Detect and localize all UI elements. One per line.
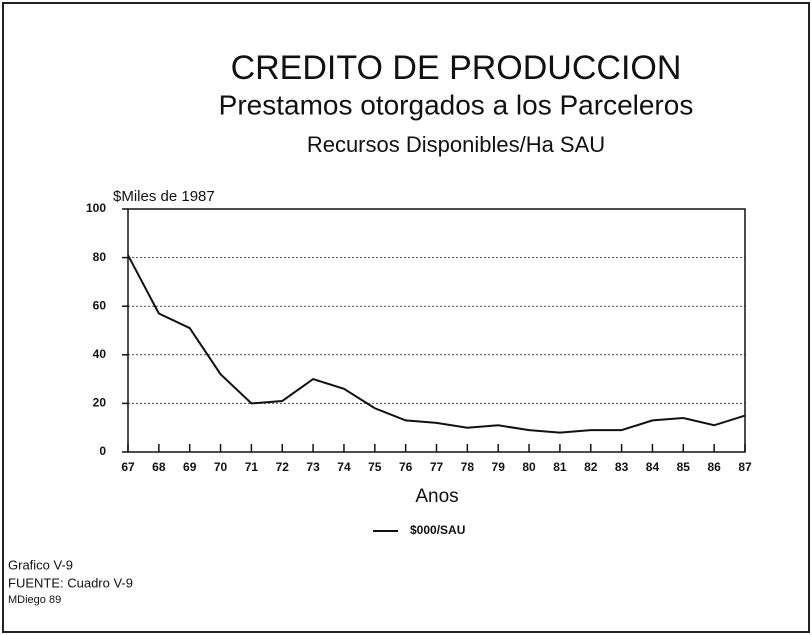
x-tick-label: 87 (738, 460, 752, 474)
x-tick-label: 77 (430, 460, 444, 474)
plot-frame (127, 208, 746, 453)
y-axis-label: $Miles de 1987 (113, 188, 215, 205)
y-tick-label: 60 (93, 298, 107, 312)
x-tick-label: 85 (677, 460, 691, 474)
x-tick-label: 80 (522, 460, 536, 474)
x-axis-label: Anos (415, 486, 458, 507)
y-tick-label: 20 (93, 396, 107, 410)
x-tick-label: 83 (615, 460, 629, 474)
x-tick-label: 73 (306, 460, 320, 474)
chart-subtitle: Prestamos otorgados a los Parceleros (219, 89, 694, 120)
x-tick-label: 67 (121, 460, 135, 474)
series-line (127, 254, 746, 434)
x-tick-label: 81 (553, 460, 567, 474)
x-tick-label: 71 (245, 460, 259, 474)
y-tick-label: 80 (93, 250, 107, 264)
x-tick-label: 72 (276, 460, 290, 474)
x-tick-label: 79 (492, 460, 506, 474)
note: MDiego 89 (8, 594, 61, 606)
x-tick-label: 84 (646, 460, 660, 474)
x-tick-label: 75 (368, 460, 382, 474)
chart-title: CREDITO DE PRODUCCION (231, 49, 682, 87)
x-tick-label: 78 (461, 460, 475, 474)
x-tick-label: 74 (337, 460, 351, 474)
y-tick-label: 0 (99, 444, 106, 458)
y-tick-label: 40 (93, 347, 107, 361)
y-tick-label: 100 (86, 201, 106, 215)
x-tick-label: 86 (707, 460, 721, 474)
x-tick-label: 69 (183, 460, 197, 474)
chart-subtitle-2: Recursos Disponibles/Ha SAU (307, 132, 605, 157)
x-tick-label: 68 (152, 460, 166, 474)
x-tick-label: 76 (399, 460, 413, 474)
x-tick-label: 82 (584, 460, 598, 474)
legend-label: $000/SAU (410, 523, 465, 537)
note: Grafico V-9 (8, 557, 73, 572)
x-tick-label: 70 (214, 460, 228, 474)
note: FUENTE: Cuadro V-9 (8, 575, 133, 590)
